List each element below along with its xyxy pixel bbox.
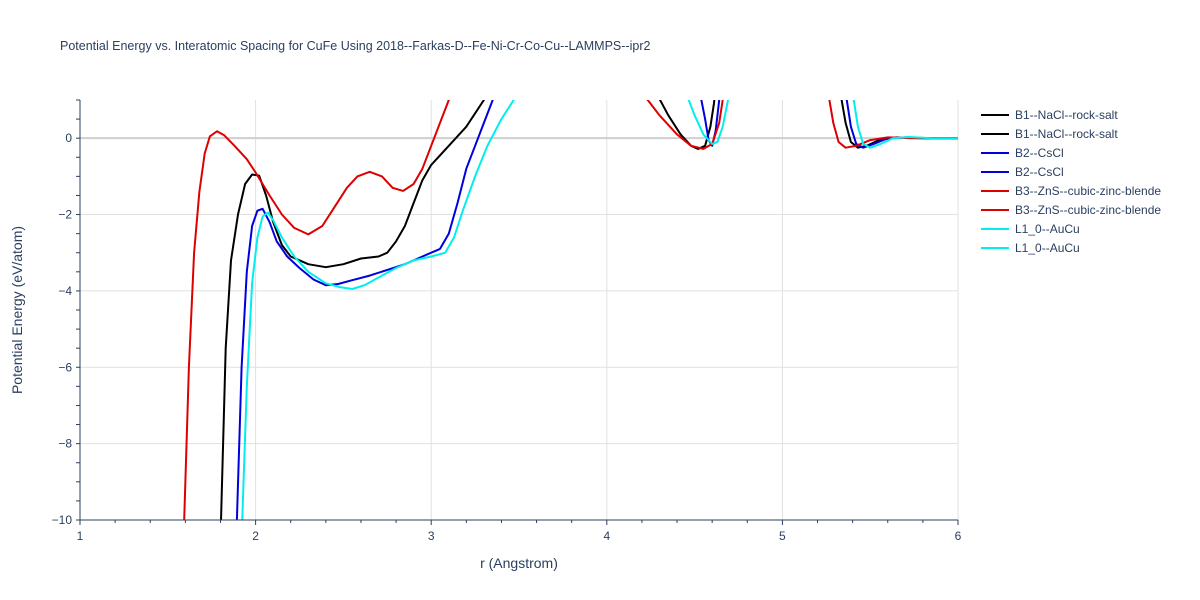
y-tick-label: −8 <box>58 437 72 451</box>
y-tick-label: −2 <box>58 208 72 222</box>
series-line-5 <box>700 100 721 147</box>
x-tick-label: 2 <box>252 529 259 543</box>
legend-label: B3--ZnS--cubic-zinc-blende <box>1015 203 1161 217</box>
legend-item[interactable]: L1_0--AuCu <box>981 222 1080 236</box>
series-group <box>183 100 958 520</box>
y-tick-label: −10 <box>52 513 73 527</box>
legend-item[interactable]: B3--ZnS--cubic-zinc-blende <box>981 203 1161 217</box>
series-line-1 <box>220 100 485 520</box>
ticks: 1 2 3 4 5 6 −10 −8 −6 −4 −2 0 <box>52 99 962 543</box>
legend-label: B2--CsCl <box>1015 146 1064 160</box>
x-tick-label: 4 <box>603 529 610 543</box>
x-tick-label: 3 <box>428 529 435 543</box>
series-line-8 <box>646 100 724 150</box>
series-line-7 <box>183 100 450 520</box>
series-line-4 <box>235 100 494 520</box>
legend-label: B1--NaCl--rock-salt <box>1015 127 1118 141</box>
legend-item[interactable]: L1_0--AuCu <box>981 241 1080 255</box>
series-line-2 <box>658 100 716 150</box>
series-line-3 <box>840 100 958 149</box>
legend-label: L1_0--AuCu <box>1015 241 1080 255</box>
legend[interactable]: B1--NaCl--rock-salt B1--NaCl--rock-salt B2… <box>981 108 1161 255</box>
legend-label: B1--NaCl--rock-salt <box>1015 108 1118 122</box>
legend-item[interactable]: B1--NaCl--rock-salt <box>981 108 1118 122</box>
y-tick-label: −4 <box>58 284 72 298</box>
chart-title: Potential Energy vs. Interatomic Spacing… <box>60 39 650 53</box>
legend-item[interactable]: B2--CsCl <box>981 146 1064 160</box>
y-tick-label: −6 <box>58 360 72 374</box>
legend-label: L1_0--AuCu <box>1015 222 1080 236</box>
series-line-11 <box>687 100 730 145</box>
legend-label: B3--ZnS--cubic-zinc-blende <box>1015 184 1161 198</box>
x-tick-label: 5 <box>779 529 786 543</box>
x-tick-label: 1 <box>77 529 84 543</box>
legend-label: B2--CsCl <box>1015 165 1064 179</box>
legend-item[interactable]: B1--NaCl--rock-salt <box>981 127 1118 141</box>
y-axis-title: Potential Energy (eV/atom) <box>9 226 25 394</box>
x-tick-label: 6 <box>955 529 962 543</box>
grid <box>80 100 959 520</box>
series-line-10 <box>241 100 515 520</box>
x-axis-title: r (Angstrom) <box>480 555 558 571</box>
series-line-12 <box>852 100 958 149</box>
y-tick-label: 0 <box>65 131 72 145</box>
legend-item[interactable]: B2--CsCl <box>981 165 1064 179</box>
legend-item[interactable]: B3--ZnS--cubic-zinc-blende <box>981 184 1161 198</box>
